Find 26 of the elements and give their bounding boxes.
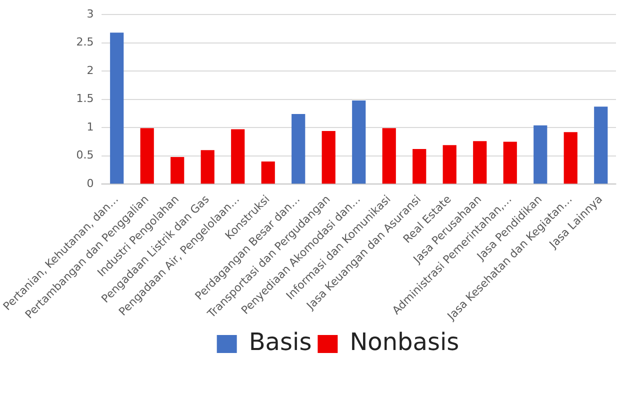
bar (534, 125, 548, 184)
bar (503, 142, 517, 184)
y-tick-label: 0.5 (76, 148, 94, 162)
y-tick-label: 1 (86, 120, 94, 134)
bar (473, 141, 487, 184)
bar (200, 150, 214, 184)
bar (110, 32, 124, 184)
bar (261, 161, 275, 184)
bar (594, 106, 608, 184)
bar (140, 128, 154, 184)
legend-label: Basis (248, 328, 312, 356)
y-tick-label: 3 (86, 7, 94, 20)
bar (170, 156, 184, 184)
bar (322, 130, 336, 184)
bar (292, 114, 306, 184)
y-tick-label: 2.5 (76, 36, 94, 49)
bar (382, 128, 396, 184)
y-tick-label: 0 (86, 176, 94, 190)
legend-label: Nonbasis (350, 328, 460, 356)
bar (412, 149, 426, 184)
bar (231, 129, 245, 184)
bar (442, 145, 456, 184)
bar (564, 132, 578, 184)
y-tick-label: 2 (86, 64, 94, 77)
y-tick-label: 1.5 (76, 92, 94, 106)
bar (352, 100, 366, 184)
